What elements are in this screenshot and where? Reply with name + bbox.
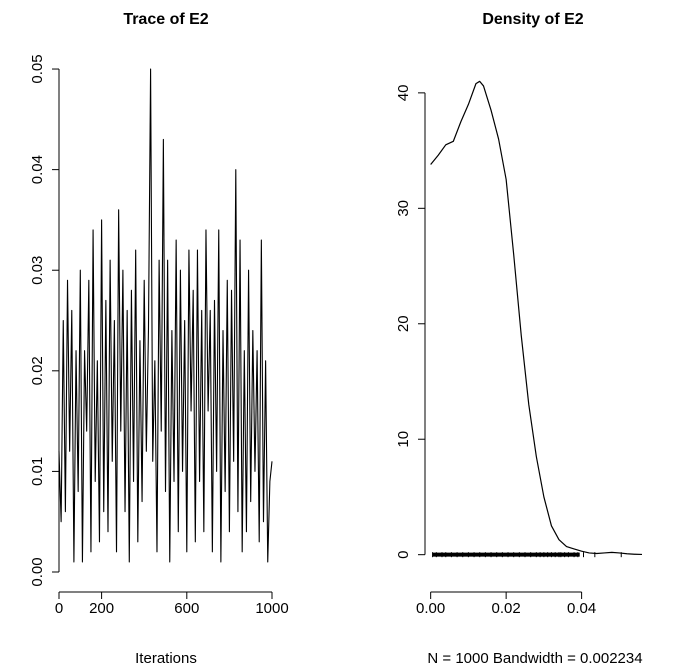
trace-title: Trace of E2 [123,11,208,28]
trace-x-tick-label: 1000 [255,600,288,617]
density-marks [430,80,643,558]
density-axes: 0 10 20 30 40 0.00 0.02 0.04 [395,85,596,617]
trace-x-tick-label: 0 [55,600,63,617]
trace-series-line [58,68,273,563]
trace-x-axis-label: Iterations [135,650,197,667]
trace-y-tick-label: 0.02 [29,356,46,385]
density-x-axis-label: N = 1000 Bandwidth = 0.002234 [427,650,642,667]
trace-panel: Trace of E2 0.00 0.01 0.02 0.03 0.04 0.05 0 200… [29,11,289,667]
density-title: Density of E2 [482,11,583,28]
density-y-tick-label: 10 [395,431,412,448]
trace-y-tick-label: 0.01 [29,457,46,486]
density-panel: Density of E2 0 10 20 30 40 0.00 0.02 0.04 N = … [395,11,643,667]
trace-y-tick-label: 0.05 [29,54,46,83]
density-series-line [430,80,643,556]
trace-x-tick-label: 600 [174,600,199,617]
trace-y-tick-label: 0.04 [29,155,46,184]
density-y-tick-label: 0 [395,551,412,559]
trace-x-tick-label: 200 [89,600,114,617]
density-x-tick-label: 0.04 [567,600,596,617]
density-x-tick-label: 0.00 [416,600,445,617]
trace-y-tick-label: 0.03 [29,256,46,285]
trace-axes: 0.00 0.01 0.02 0.03 0.04 0.05 0 200 600 1000 [29,54,289,617]
density-x-tick-label: 0.02 [492,600,521,617]
trace-marks [58,68,273,563]
trace-y-tick-label: 0.00 [29,557,46,586]
density-y-tick-label: 20 [395,315,412,332]
density-y-tick-label: 30 [395,200,412,217]
density-y-tick-label: 40 [395,85,412,102]
